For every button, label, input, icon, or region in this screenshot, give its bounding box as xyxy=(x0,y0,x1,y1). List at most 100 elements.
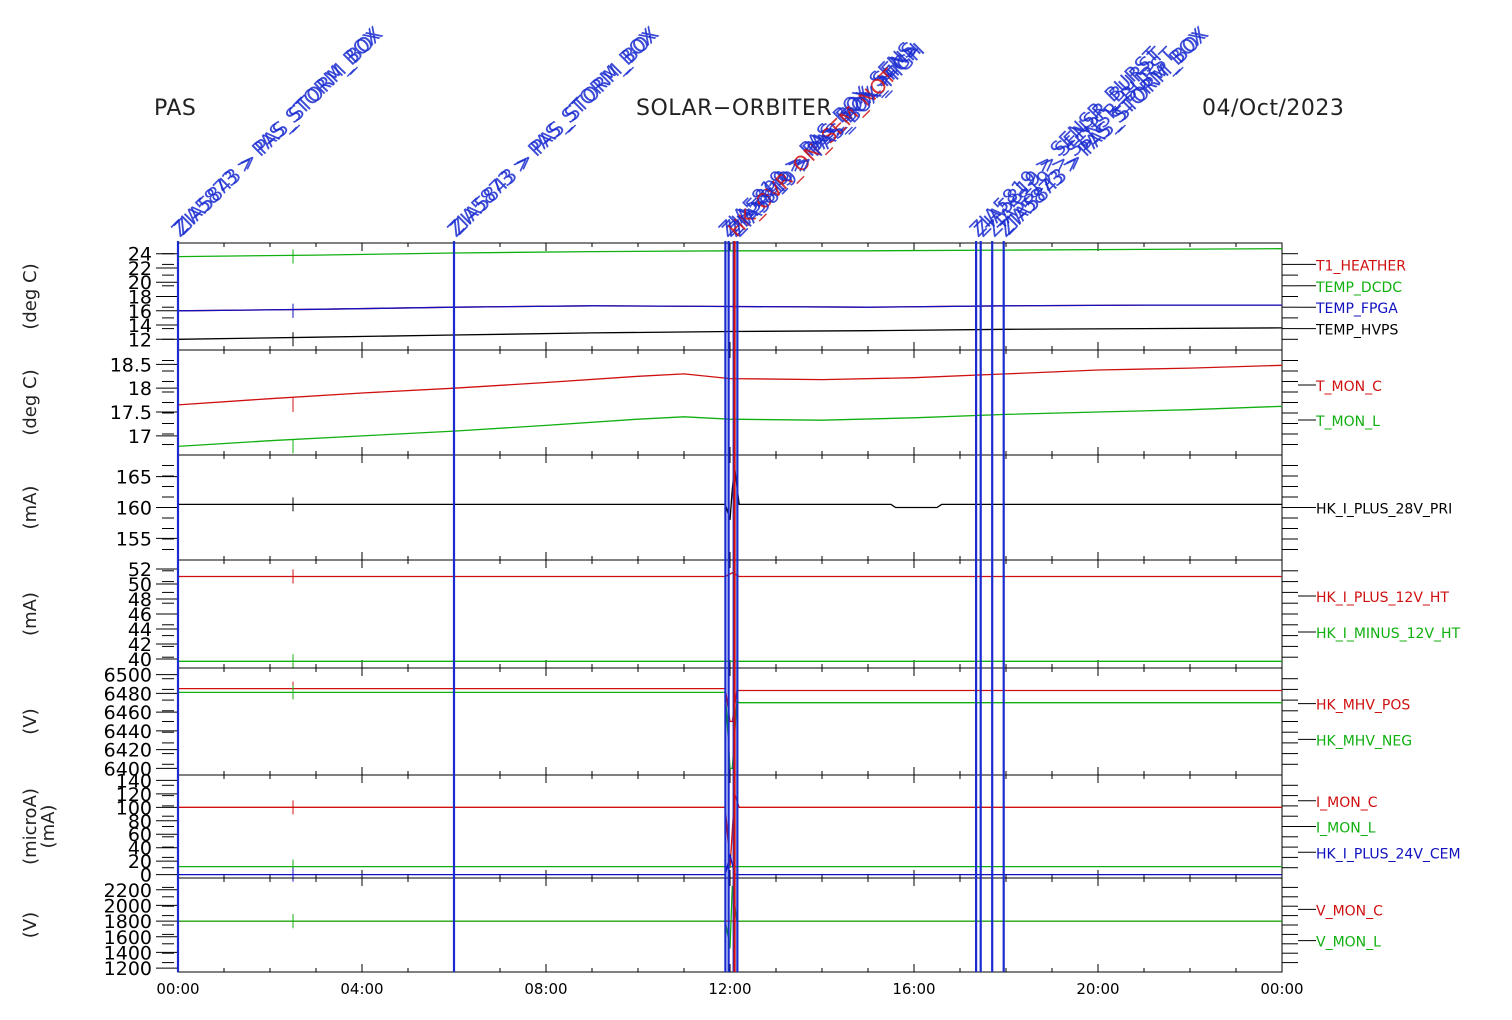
y-tick-label: 160 xyxy=(116,498,152,520)
y-tick-label: 2200 xyxy=(104,880,152,902)
panel-3: 155 160 165 (mA) HK_I_PLUS_28V_PRI xyxy=(20,454,1452,561)
legend-V_MON_L: V_MON_L xyxy=(1316,935,1381,951)
series-HK_MHV_NEG xyxy=(178,691,1282,770)
x-tick-label: 08:00 xyxy=(524,980,567,998)
x-tick-label: 16:00 xyxy=(892,980,935,998)
y-tick-label: 1400 xyxy=(104,942,152,964)
y-tick-label: 40 xyxy=(128,838,152,860)
event-label: ZIA5843 > PAS_STORM_BOX xyxy=(446,21,664,239)
y-tick-label: 6480 xyxy=(104,683,152,705)
y-axis-label: (V) xyxy=(20,708,41,734)
legend-TEMP_FPGA: TEMP_FPGA xyxy=(1315,301,1398,317)
panel-frame xyxy=(177,454,1283,561)
y-tick-label: 20 xyxy=(128,851,152,873)
series-TEMP_FPGA xyxy=(177,304,1282,312)
series-TEMP_HVPS xyxy=(177,327,1283,340)
y-tick-label: 1600 xyxy=(104,927,152,949)
y-tick-label: 20 xyxy=(128,272,152,294)
y-tick-label: 6400 xyxy=(104,758,152,780)
y-tick-label: 2000 xyxy=(104,895,152,917)
series-I_MON_C xyxy=(178,793,1282,868)
series-HK_MHV_POS xyxy=(178,687,1282,723)
y-tick-label: 6440 xyxy=(104,721,152,743)
legend-I_MON_C: I_MON_C xyxy=(1316,795,1378,811)
y-tick-label: 120 xyxy=(116,784,152,806)
x-tick-label: 12:00 xyxy=(708,980,751,998)
y-tick-label: 6500 xyxy=(104,665,152,687)
series-TEMP_DCDC xyxy=(177,248,1283,258)
series-HK_I_PLUS_28V_PRI xyxy=(178,467,1282,521)
y-tick-label: 52 xyxy=(128,559,152,581)
y-tick-label: 6420 xyxy=(104,740,152,762)
y-axis-label: (deg C) xyxy=(20,369,41,435)
y-tick-label: 40 xyxy=(128,649,152,671)
y-axis-label: (mA) xyxy=(20,486,41,530)
y-tick-label: 18 xyxy=(128,287,152,309)
y-axis-label: (V) xyxy=(20,912,41,938)
series-V_MON_L xyxy=(178,885,1282,949)
header-instrument: PAS xyxy=(154,96,197,121)
y-tick-label: 165 xyxy=(116,467,152,489)
y-tick-label: 22 xyxy=(128,258,152,280)
y-tick-label: 140 xyxy=(116,770,152,792)
x-tick-label: 20:00 xyxy=(1076,980,1119,998)
event-label: ZIA5843 > PAS_STORM_BOX xyxy=(995,21,1213,239)
legend-HK_MHV_POS: HK_MHV_POS xyxy=(1316,698,1410,714)
y-tick-label: 1800 xyxy=(104,911,152,933)
legend-TEMP_DCDC: TEMP_DCDC xyxy=(1315,280,1402,296)
series-HK_I_PLUS_24V_CEM xyxy=(178,854,1282,876)
y-axis-label: (deg C) xyxy=(20,263,41,329)
y-tick-label: 46 xyxy=(128,604,152,626)
series-HK_I_PLUS_12V_HT xyxy=(178,572,1282,578)
event-label: ZIA5819 > PAS_BOX_HIGH xyxy=(726,38,930,242)
y-tick-label: 14 xyxy=(128,315,152,337)
legend-I_MON_L: I_MON_L xyxy=(1316,821,1376,837)
x-tick-label: 00:00 xyxy=(156,980,199,998)
y-tick-label: 1200 xyxy=(104,958,152,980)
y-tick-label: 16 xyxy=(128,301,152,323)
y-tick-label: 44 xyxy=(128,619,152,641)
y-tick-label: 48 xyxy=(128,589,152,611)
y-axis-label: (mA) xyxy=(20,592,41,636)
y-tick-label: 6460 xyxy=(104,702,152,724)
series-T_MON_C xyxy=(177,364,1283,406)
series-T_MON_L xyxy=(177,405,1283,448)
legend-T1_HEATHER: T1_HEATHER xyxy=(1315,258,1406,274)
x-tick-label: 04:00 xyxy=(340,980,383,998)
legend-HK_I_PLUS_12V_HT: HK_I_PLUS_12V_HT xyxy=(1316,590,1449,606)
y-axis-label: (microA) xyxy=(20,788,41,865)
legend-HK_I_PLUS_24V_CEM: HK_I_PLUS_24V_CEM xyxy=(1316,846,1461,862)
legend-T_MON_L: T_MON_L xyxy=(1315,414,1380,430)
y-tick-label: 0 xyxy=(140,865,152,887)
y-axis-label: (mA) xyxy=(38,805,59,849)
x-tick-label: 00:00 xyxy=(1260,980,1303,998)
y-tick-label: 100 xyxy=(116,797,152,819)
y-tick-label: 24 xyxy=(128,244,152,266)
legend-HK_I_MINUS_12V_HT: HK_I_MINUS_12V_HT xyxy=(1316,626,1461,642)
legend-T_MON_C: T_MON_C xyxy=(1315,379,1382,395)
panel-frame xyxy=(177,242,1283,351)
y-tick-label: 12 xyxy=(128,329,152,351)
legend-HK_I_PLUS_28V_PRI: HK_I_PLUS_28V_PRI xyxy=(1316,502,1452,518)
y-tick-label: 42 xyxy=(128,634,152,656)
y-tick-label: 50 xyxy=(128,574,152,596)
y-tick-label: 60 xyxy=(128,824,152,846)
y-tick-label: 18 xyxy=(128,378,152,400)
legend-HK_MHV_NEG: HK_MHV_NEG xyxy=(1316,733,1412,749)
y-tick-label: 18.5 xyxy=(110,354,152,376)
y-tick-label: 155 xyxy=(116,528,152,550)
y-tick-label: 17 xyxy=(128,426,152,448)
legend-TEMP_HVPS: TEMP_HVPS xyxy=(1315,323,1398,339)
panel-frame xyxy=(177,349,1283,456)
y-tick-label: 80 xyxy=(128,811,152,833)
y-tick-label: 17.5 xyxy=(110,402,152,424)
